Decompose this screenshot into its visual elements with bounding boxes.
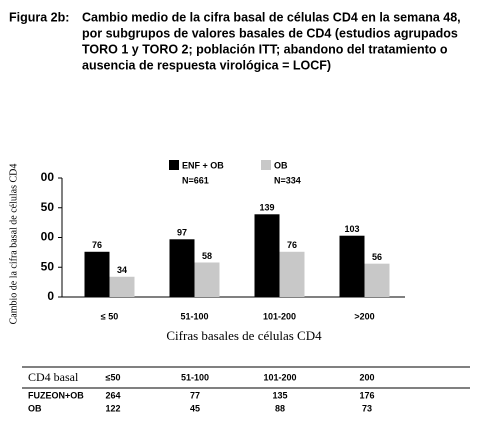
y-tick-label: 00 bbox=[41, 170, 55, 184]
table-cell: 73 bbox=[362, 403, 372, 413]
legend-swatch bbox=[169, 160, 179, 170]
title-line: Cambio medio de la cifra basal de célula… bbox=[82, 10, 461, 24]
y-tick-label: 00 bbox=[41, 230, 55, 244]
table-cell: CD4 basal bbox=[28, 370, 79, 384]
table-cell: 51-100 bbox=[181, 372, 209, 382]
table-cell: 176 bbox=[359, 390, 374, 400]
x-tick-label: 51-100 bbox=[180, 311, 208, 321]
y-tick-label: 50 bbox=[41, 259, 55, 273]
title-label: Figura 2b: bbox=[9, 10, 69, 24]
table-cell: 77 bbox=[190, 390, 200, 400]
value-label: 34 bbox=[117, 265, 127, 275]
bar bbox=[194, 262, 220, 297]
x-tick-label: >200 bbox=[354, 311, 374, 321]
value-label: 103 bbox=[344, 224, 359, 234]
bar bbox=[279, 251, 305, 297]
table-cell: 135 bbox=[272, 390, 287, 400]
title-line: por subgrupos de valores basales de CD4 … bbox=[82, 26, 458, 40]
bar bbox=[169, 239, 195, 297]
value-label: 139 bbox=[259, 203, 274, 213]
table-cell: 45 bbox=[190, 403, 200, 413]
value-label: 76 bbox=[287, 240, 297, 250]
legend-note: N=334 bbox=[274, 175, 301, 185]
value-label: 76 bbox=[92, 240, 102, 250]
legend-note: N=661 bbox=[182, 175, 209, 185]
bar bbox=[339, 235, 365, 297]
value-label: 58 bbox=[202, 251, 212, 261]
bar bbox=[84, 251, 110, 297]
legend-label: OB bbox=[274, 160, 288, 170]
legend-swatch bbox=[261, 160, 271, 170]
table-cell: 88 bbox=[275, 403, 285, 413]
table-cell: 200 bbox=[359, 372, 374, 382]
table-cell: FUZEON+OB bbox=[28, 390, 84, 400]
y-tick-label: 50 bbox=[41, 200, 55, 214]
bar bbox=[364, 263, 390, 297]
bar bbox=[254, 214, 280, 297]
x-tick-label: ≤ 50 bbox=[101, 311, 118, 321]
x-tick-label: 101-200 bbox=[263, 311, 296, 321]
title-line: TORO 1 y TORO 2; población ITT; abandono… bbox=[82, 42, 448, 56]
legend-label: ENF + OB bbox=[182, 160, 224, 170]
table-cell: 264 bbox=[105, 390, 120, 400]
table-cell: ≤50 bbox=[106, 372, 121, 382]
table-cell: 122 bbox=[105, 403, 120, 413]
table-cell: OB bbox=[28, 403, 42, 413]
bar bbox=[109, 276, 135, 297]
y-tick-label: 0 bbox=[47, 289, 54, 303]
value-label: 97 bbox=[177, 228, 187, 238]
table-cell: 101-200 bbox=[263, 372, 296, 382]
x-axis-label: Cifras basales de células CD4 bbox=[166, 328, 322, 343]
value-label: 56 bbox=[372, 252, 382, 262]
title-line: ausencia de respuesta virológica = LOCF) bbox=[82, 58, 331, 72]
y-axis-label: Cambio de la cifra basal de células CD4 bbox=[8, 164, 19, 325]
